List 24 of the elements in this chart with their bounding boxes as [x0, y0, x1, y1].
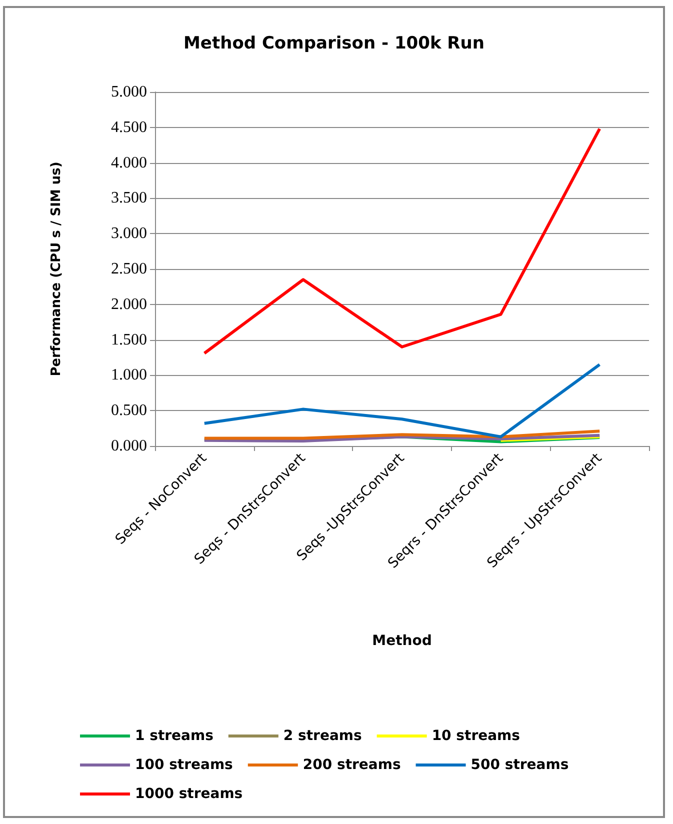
line-series	[202, 430, 602, 440]
y-tick-label: 2.000	[111, 296, 147, 313]
y-tick-label: 5.000	[111, 84, 147, 100]
y-tick-label: 4.500	[111, 118, 147, 136]
chart-title: Method Comparison - 100k Run	[184, 34, 484, 54]
line-series	[202, 363, 602, 438]
y-tick-label: 1.000	[111, 366, 147, 384]
y-tick-label: 0.000	[111, 438, 147, 454]
x-axis-title: Method	[372, 633, 432, 649]
legend-label: 1 streams	[135, 728, 214, 744]
legend-label: 200 streams	[302, 757, 401, 773]
y-axis-title: Performance (CPU s / SIM us)	[49, 162, 64, 376]
y-tick-label: 4.000	[111, 154, 147, 172]
line-series	[202, 127, 602, 355]
y-tick-label: 0.500	[111, 402, 147, 420]
legend-label: 2 streams	[283, 728, 362, 744]
legend-label: 10 streams	[432, 728, 520, 744]
legend-label: 100 streams	[135, 757, 233, 773]
y-tick-label: 1.500	[111, 331, 147, 348]
y-tick-label: 3.500	[111, 190, 147, 207]
legend-label: 1000 streams	[135, 786, 243, 802]
y-tick-label: 3.000	[111, 225, 147, 242]
legend-label: 500 streams	[470, 757, 569, 773]
y-tick-label: 2.500	[111, 260, 147, 278]
